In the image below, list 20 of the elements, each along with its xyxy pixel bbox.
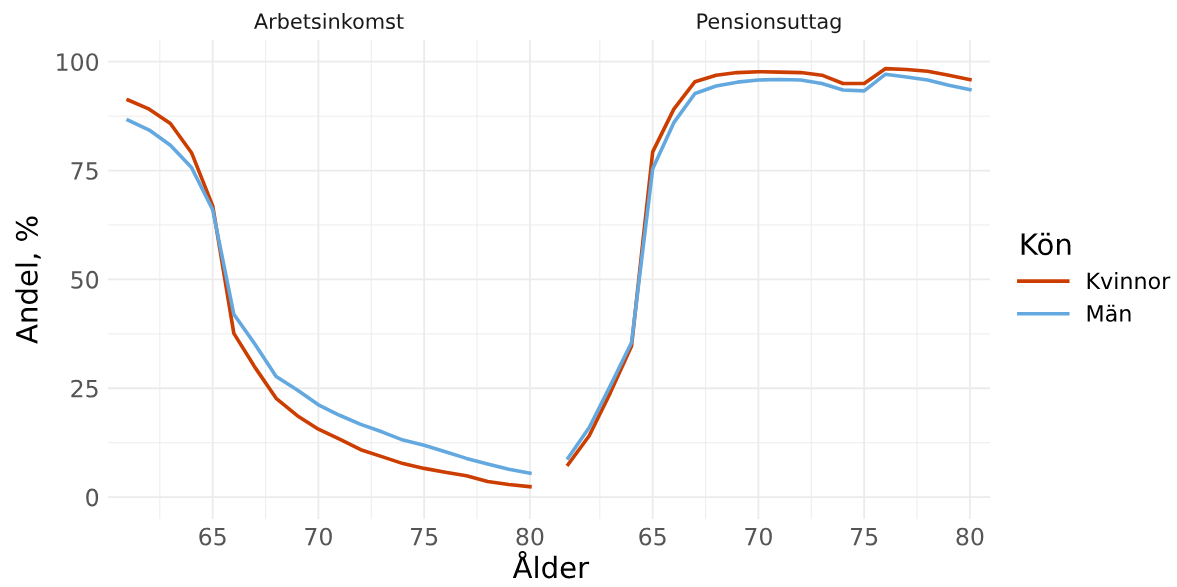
x-tick-label: 80 (956, 527, 984, 546)
x-tick-label: 65 (199, 527, 226, 546)
chart-title: Arbetsinkomst (254, 12, 404, 30)
x-tick-label: 75 (851, 527, 878, 546)
x-tick-label: 75 (411, 527, 438, 546)
y-tick-label: 25 (71, 379, 98, 398)
x-axis-title: Ålder (512, 550, 590, 579)
y-tick-label: 100 (57, 53, 99, 71)
x-tick-label: 70 (745, 527, 772, 546)
legend-title: Kön (1021, 232, 1071, 256)
y-axis-title: Andel, % (15, 216, 41, 344)
chart-title: Pensionsuttag (697, 12, 841, 34)
x-tick-label: 80 (516, 527, 544, 546)
y-tick-label: 75 (71, 162, 98, 180)
y-tick-label: 0 (86, 488, 99, 507)
y-tick-label: 50 (71, 270, 99, 289)
legend-label: Kvinnor (1087, 272, 1171, 290)
x-tick-label: 70 (305, 527, 332, 546)
legend-label: Män (1087, 304, 1131, 322)
x-tick-label: 65 (639, 527, 666, 546)
